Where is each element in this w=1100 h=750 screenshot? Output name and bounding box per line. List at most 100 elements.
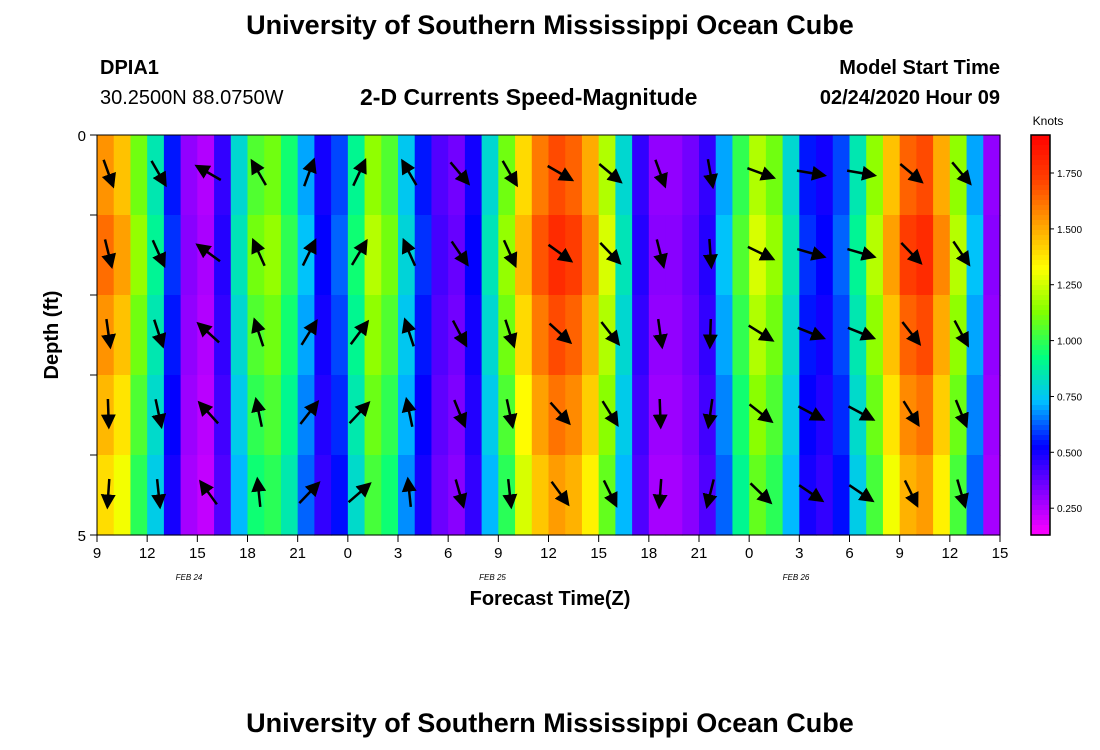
heatmap-cell <box>163 375 182 456</box>
colorbar-segment <box>1031 225 1050 231</box>
colorbar-segment <box>1031 345 1050 351</box>
heatmap-cell <box>832 215 851 296</box>
heatmap-cell <box>799 375 817 456</box>
colorbar-segment <box>1031 460 1050 466</box>
x-tick-label: 15 <box>590 545 607 562</box>
colorbar-segment <box>1031 205 1050 211</box>
heatmap-cell <box>331 295 349 376</box>
heatmap-cell <box>765 455 784 536</box>
colorbar-segment <box>1031 530 1050 536</box>
colorbar-segment <box>1031 470 1050 476</box>
heatmap-cell <box>464 375 483 456</box>
current-vector-arrow <box>100 398 116 430</box>
heatmap-cell <box>297 135 315 216</box>
colorbar-segment <box>1031 430 1050 436</box>
heatmap-cell <box>933 455 951 536</box>
heatmap-cell <box>966 135 984 216</box>
heatmap-cell <box>699 215 717 296</box>
heatmap-cell <box>882 215 901 296</box>
colorbar-segment <box>1031 320 1050 326</box>
heatmap-cell <box>431 215 449 296</box>
current-vector-arrow <box>151 319 167 349</box>
colorbar-segment <box>1031 370 1050 376</box>
heatmap-cell <box>498 135 516 216</box>
colorbar-segment <box>1031 310 1050 316</box>
heatmap-cell <box>581 375 600 456</box>
heatmap-cell <box>749 215 767 296</box>
colorbar-segment <box>1031 475 1050 481</box>
colorbar-segment <box>1031 405 1050 411</box>
current-vector-arrow <box>702 238 718 270</box>
heatmap-cell <box>816 375 834 456</box>
heatmap-cell <box>782 215 800 296</box>
heatmap-cell <box>916 295 934 376</box>
current-vector-arrow <box>847 326 877 341</box>
current-vector-arrow <box>401 396 417 427</box>
x-tick-label: 3 <box>394 545 402 562</box>
heatmap-cell <box>130 455 148 536</box>
current-vector-arrow <box>250 158 267 186</box>
colorbar-segment <box>1031 505 1050 511</box>
current-vector-arrow <box>599 242 622 265</box>
heatmap-cell <box>832 295 851 376</box>
heatmap-cell <box>214 375 232 456</box>
heatmap-cell <box>515 215 533 296</box>
heatmap-cell <box>180 135 198 216</box>
heatmap-cell <box>632 215 650 296</box>
current-vector-arrow <box>903 479 919 508</box>
heatmap-cell <box>381 295 399 376</box>
heatmap-cell <box>113 215 132 296</box>
colorbar-segment <box>1031 335 1050 341</box>
heatmap-cell <box>949 455 968 536</box>
x-tick-label: 3 <box>795 545 803 562</box>
heatmap-cell <box>130 215 148 296</box>
heatmap-cell <box>816 455 834 536</box>
current-vector-arrow <box>502 239 518 269</box>
heatmap-cell <box>699 295 717 376</box>
current-vector-arrow <box>151 399 167 430</box>
heatmap-cell <box>280 295 299 376</box>
heatmap-cell <box>264 215 282 296</box>
colorbar-tick-label: 1.500 <box>1057 225 1082 236</box>
heatmap-cell <box>832 455 851 536</box>
colorbar-segment <box>1031 465 1050 471</box>
heatmap-cell <box>347 135 366 216</box>
heatmap-cell <box>882 455 901 536</box>
colorbar-segment <box>1031 360 1050 366</box>
colorbar-segment <box>1031 170 1050 176</box>
heatmap-cell <box>464 135 483 216</box>
current-vector-arrow <box>796 165 827 181</box>
colorbar-segment <box>1031 395 1050 401</box>
heatmap-cell <box>398 135 416 216</box>
colorbar-segment <box>1031 325 1050 331</box>
heatmap-cell <box>899 455 917 536</box>
colorbar-segment <box>1031 440 1050 446</box>
current-vector-arrow <box>549 401 571 426</box>
heatmap-cell <box>732 135 750 216</box>
current-vector-arrow <box>300 318 318 346</box>
heatmap-cell <box>381 455 399 536</box>
current-vector-arrow <box>503 319 518 349</box>
heatmap-cell <box>113 455 132 536</box>
heatmap-cell <box>849 215 867 296</box>
heatmap-cell <box>147 375 165 456</box>
current-vector-arrow <box>450 240 469 267</box>
heatmap-cell <box>765 375 784 456</box>
heatmap-cell <box>180 215 198 296</box>
x-tick-label: 15 <box>992 545 1009 562</box>
colorbar-segment <box>1031 305 1050 311</box>
heatmap-cell <box>230 135 249 216</box>
heatmap-cell <box>147 455 165 536</box>
heatmap-cell <box>331 215 349 296</box>
heatmap-cell <box>966 215 984 296</box>
heatmap-cell <box>364 135 382 216</box>
current-vector-arrow <box>194 164 222 182</box>
current-vector-arrow <box>601 400 619 428</box>
heatmap-cell <box>97 135 115 216</box>
current-vector-arrow <box>848 484 875 503</box>
heatmap-cell <box>782 135 800 216</box>
colorbar-segment <box>1031 480 1050 486</box>
current-vector-arrow <box>652 318 668 350</box>
heatmap-cell <box>799 215 817 296</box>
